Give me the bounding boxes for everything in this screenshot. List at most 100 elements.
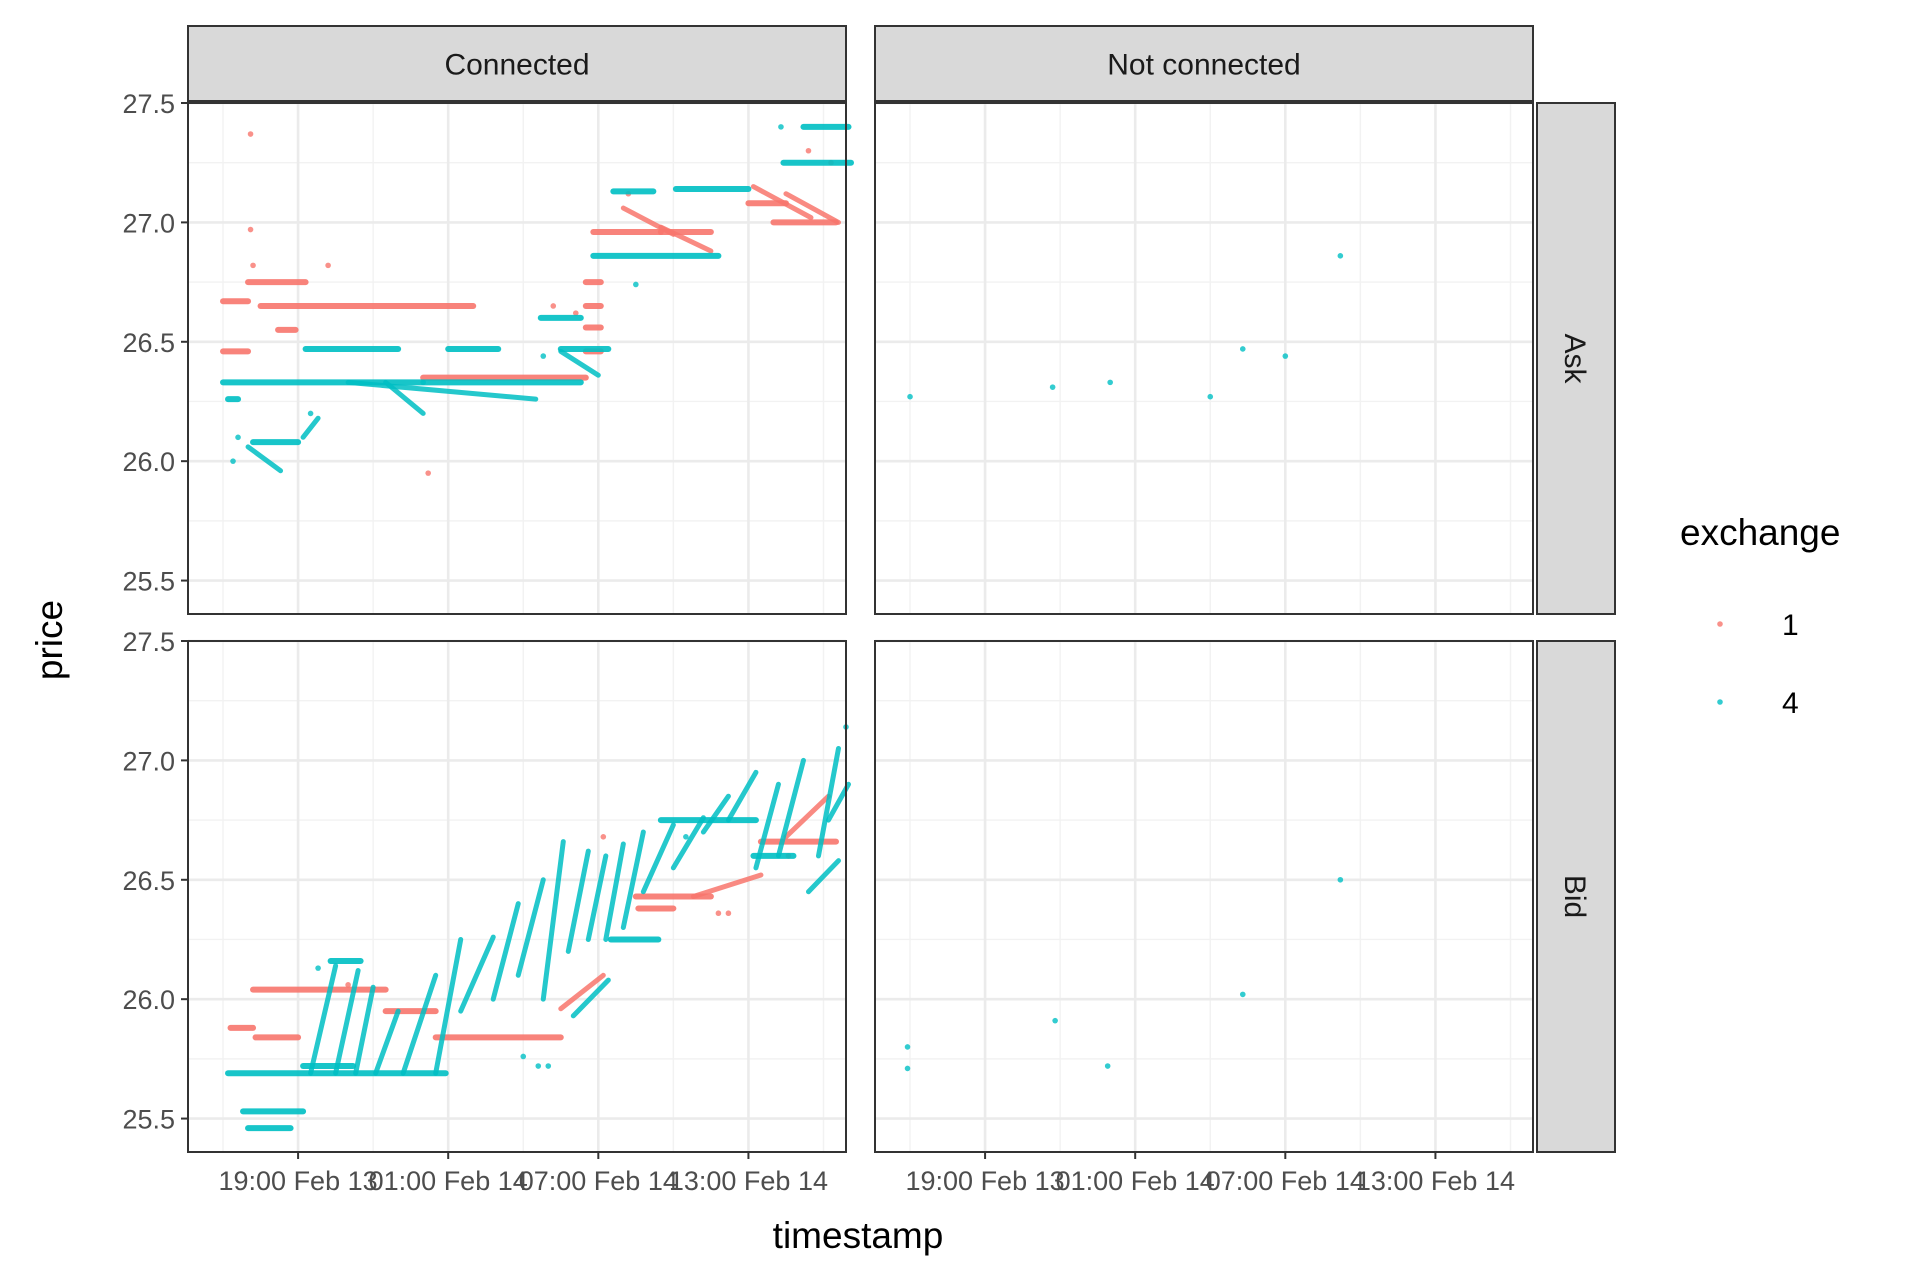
strip-ask: Ask <box>1536 102 1616 615</box>
panel-not-connected-ask <box>874 101 1534 615</box>
legend-items: 14 <box>1698 602 1799 724</box>
series-4-point <box>633 281 639 288</box>
series-4-point-ramp <box>245 444 284 474</box>
series-4-point-ramp <box>308 963 339 1076</box>
x-tick-label: 13:00 Feb 14 <box>669 1166 828 1196</box>
series-1-point <box>572 310 579 316</box>
legend-item-1: 1 <box>1698 602 1799 646</box>
legend-title: exchange <box>1680 512 1840 553</box>
series-4-point-ramp <box>585 853 609 942</box>
series-4-point <box>683 834 689 840</box>
series-4-point <box>1239 346 1246 352</box>
panel-border <box>874 640 1534 1153</box>
series-4-point-ramp <box>333 968 361 1076</box>
y-tick-label: 25.5 <box>122 567 175 597</box>
y-tick-label: 27.5 <box>122 627 175 657</box>
y-tick-label: 27.0 <box>122 746 175 776</box>
legend-swatch <box>1717 699 1723 705</box>
y-tick-label: 26.0 <box>122 447 175 477</box>
series-4-point <box>235 434 241 441</box>
y-axis: 25.5 26.0 26.5 27.0 27.5 25.5 26.0 26.5 27.0 27.5 <box>122 89 188 1135</box>
x-tick-label: 01:00 Feb 14 <box>369 1166 528 1196</box>
series-4-point-ramp <box>353 984 376 1076</box>
series-4-point <box>315 965 321 971</box>
strip-background <box>1536 640 1616 1153</box>
y-tick-label: 27.0 <box>122 208 175 238</box>
strip-connected: Connected <box>187 25 847 102</box>
series-1-point-ramp <box>750 184 814 221</box>
panel-not-connected-bid <box>874 639 1534 1153</box>
series-4-point-ramp <box>753 781 781 871</box>
data-marks <box>220 123 855 476</box>
series-4-point-ramp <box>565 848 591 954</box>
series-4-point-ramp <box>490 901 521 1002</box>
x-tick-label: 07:00 Feb 14 <box>1206 1166 1365 1196</box>
series-4-point <box>535 1063 542 1069</box>
panel-border <box>187 640 847 1153</box>
series-4-point-ramp <box>558 348 601 378</box>
legend-item-4: 4 <box>1698 680 1799 724</box>
series-1-point <box>247 131 254 137</box>
series-4-point-ramp <box>433 936 464 1076</box>
legend-swatch <box>1717 621 1723 627</box>
series-1-point <box>345 982 351 988</box>
panel-border <box>874 102 1534 615</box>
series-4-point <box>230 458 236 464</box>
series-4-point <box>904 1065 911 1072</box>
series-4-point-ramp <box>373 1008 401 1076</box>
facet-panels <box>187 101 1534 1153</box>
series-1-point <box>715 910 722 917</box>
series-4-point <box>1282 353 1289 359</box>
series-4-point-ramp <box>670 815 706 871</box>
series-4-point <box>907 393 913 400</box>
series-4-point <box>1049 384 1056 390</box>
series-4-point-ramp <box>570 977 611 1019</box>
series-4-point-ramp <box>725 769 759 823</box>
y-tick-label: 26.5 <box>122 866 175 896</box>
strip-background <box>874 25 1534 102</box>
series-4-point <box>420 379 426 386</box>
series-4-point-ramp <box>400 972 439 1076</box>
strip-label: Ask <box>1558 333 1591 384</box>
x-tick-label: 19:00 Feb 13 <box>219 1166 378 1196</box>
series-4-point <box>1107 379 1113 386</box>
series-1-point <box>725 910 732 917</box>
series-4-point-ramp <box>805 858 841 895</box>
x-axis-title: timestamp <box>773 1215 944 1256</box>
series-4-point-ramp <box>640 822 676 895</box>
series-4-point <box>545 1063 552 1069</box>
y-tick-label: 26.0 <box>122 985 175 1015</box>
series-4-point-ramp <box>300 415 321 440</box>
series-4-point <box>904 1044 911 1050</box>
series-4-point <box>778 124 784 130</box>
series-1-point <box>600 834 607 840</box>
series-1-point-ramp <box>783 793 831 840</box>
strip-background <box>187 25 847 102</box>
strip-bid: Bid <box>1536 640 1616 1153</box>
series-4-point-ramp <box>458 934 496 1014</box>
series-4-point <box>520 1053 527 1060</box>
data-marks <box>225 724 852 1132</box>
series-1-point <box>247 226 254 233</box>
legend-label: 4 <box>1782 687 1799 720</box>
panel-connected-bid <box>187 639 852 1153</box>
strip-label: Not connected <box>1107 49 1300 82</box>
series-4-point-ramp <box>620 829 646 931</box>
series-4-point <box>307 410 314 417</box>
data-marks <box>904 876 1344 1072</box>
legend-label: 1 <box>1782 609 1799 642</box>
y-axis-title: price <box>29 600 70 680</box>
y-tick-label: 26.5 <box>122 328 175 358</box>
series-4-point <box>1052 1017 1058 1024</box>
series-4-point-ramp <box>515 877 546 978</box>
series-1-point-ramp <box>658 224 714 254</box>
y-tick-label: 27.5 <box>122 89 175 119</box>
strip-label: Connected <box>444 49 589 82</box>
x-tick-label: 13:00 Feb 14 <box>1356 1166 1515 1196</box>
x-tick-label: 07:00 Feb 14 <box>519 1166 678 1196</box>
series-4-point <box>1337 876 1344 883</box>
strip-label: Bid <box>1558 875 1591 918</box>
series-1-point <box>325 262 331 269</box>
